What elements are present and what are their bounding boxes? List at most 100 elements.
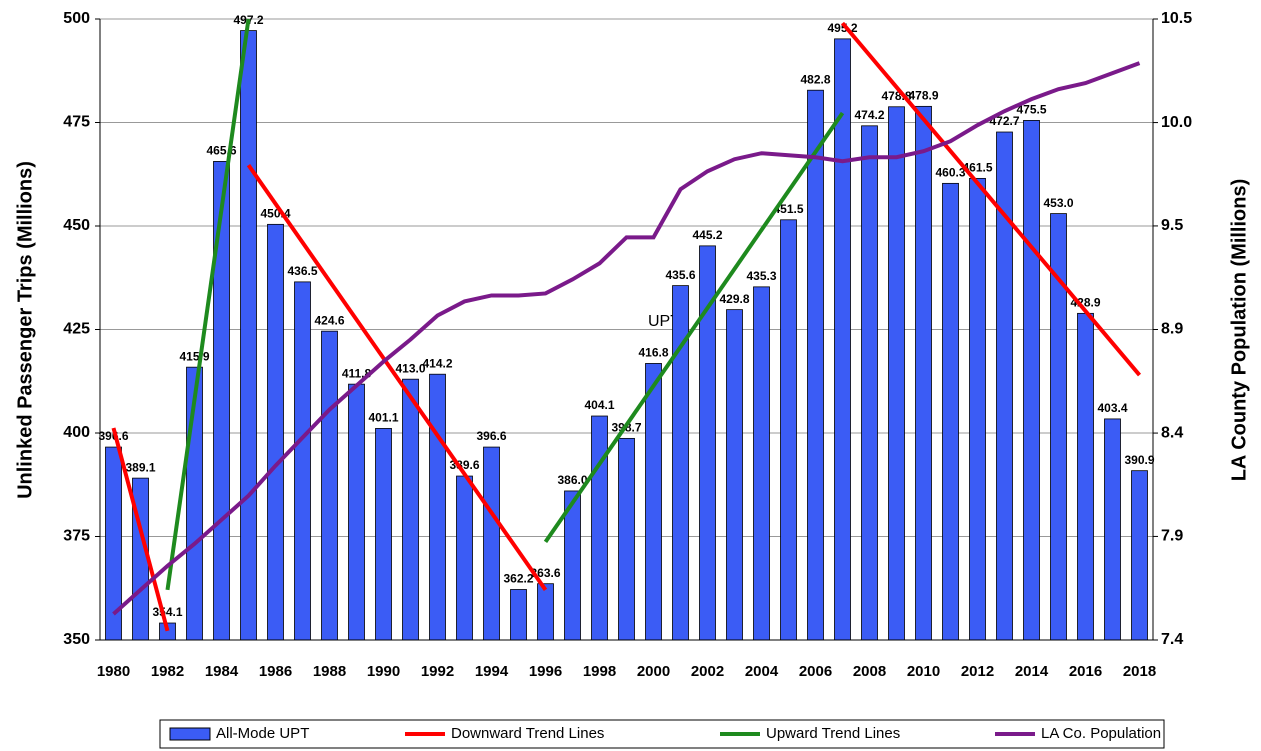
- x-tick-label: 2018: [1123, 663, 1156, 680]
- bar-value-label: 429.8: [719, 292, 749, 306]
- bar-value-label: 435.3: [746, 269, 776, 283]
- bar: [456, 475, 473, 641]
- bar-value-label: 435.6: [665, 268, 695, 282]
- x-tick-label: 1984: [205, 663, 239, 680]
- y2-tick-label: 8.4: [1161, 424, 1183, 441]
- bar-value-label: 362.2: [503, 572, 533, 586]
- x-tick-label: 2008: [853, 663, 886, 680]
- x-tick-label: 1990: [367, 663, 400, 680]
- bar-value-label: 424.6: [314, 313, 344, 327]
- bar-value-label: 354.1: [152, 605, 182, 619]
- x-tick-label: 1986: [259, 663, 292, 680]
- bar-value-label: 472.7: [989, 114, 1019, 128]
- x-tick-label: 1994: [475, 663, 509, 680]
- x-tick-label: 2014: [1015, 663, 1049, 680]
- bar-value-label: 390.9: [1124, 453, 1154, 467]
- bar: [780, 219, 797, 641]
- y2-tick-label: 10.0: [1161, 114, 1192, 131]
- line: [246, 163, 548, 592]
- bar-value-label: 453.0: [1043, 196, 1073, 210]
- bar: [294, 281, 311, 641]
- bar-value-label: 482.8: [800, 72, 830, 86]
- y-tick-label: 400: [63, 424, 90, 441]
- y2-tick-label: 8.9: [1161, 321, 1183, 338]
- bar-value-label: 478.8: [881, 89, 911, 103]
- bar: [915, 105, 932, 641]
- bar: [1077, 312, 1094, 641]
- y-tick-label: 350: [63, 631, 90, 648]
- x-tick-label: 1992: [421, 663, 454, 680]
- bar-value-label: 413.0: [395, 361, 425, 375]
- x-tick-label: 1980: [97, 663, 130, 680]
- bar: [969, 177, 986, 641]
- bar: [375, 428, 392, 641]
- line: [840, 21, 1142, 377]
- bar-value-label: 460.3: [935, 166, 965, 180]
- x-tick-label: 2004: [745, 663, 779, 680]
- bar: [618, 437, 635, 641]
- y-axis-label: Unlinked Passenger Trips (Millions): [14, 161, 36, 499]
- bar: [537, 583, 554, 641]
- y-tick-label: 500: [63, 10, 90, 27]
- bar: [888, 106, 905, 641]
- x-tick-label: 2010: [907, 663, 940, 680]
- legend-swatch: [169, 727, 211, 741]
- bar: [1104, 418, 1121, 641]
- bar: [1131, 470, 1148, 641]
- legend-label: Downward Trend Lines: [451, 725, 604, 742]
- legend-label: All-Mode UPT: [216, 725, 309, 742]
- x-tick-label: 1988: [313, 663, 346, 680]
- y-tick-label: 450: [63, 217, 90, 234]
- bar-value-label: 401.1: [368, 411, 398, 425]
- bar-value-label: 474.2: [854, 108, 884, 122]
- bar: [942, 182, 959, 641]
- x-tick-label: 1982: [151, 663, 184, 680]
- bar-value-label: 414.2: [422, 356, 452, 370]
- legend-label: Upward Trend Lines: [766, 725, 900, 742]
- bar-value-label: 475.5: [1016, 103, 1046, 117]
- y-tick-label: 475: [63, 114, 90, 131]
- bar: [321, 330, 338, 641]
- x-tick-label: 2012: [961, 663, 994, 680]
- bar-value-label: 389.1: [125, 460, 155, 474]
- bar: [429, 373, 446, 641]
- bar: [591, 415, 608, 641]
- bar: [1023, 120, 1040, 641]
- bar: [753, 286, 770, 641]
- bar: [240, 30, 257, 641]
- bar-value-label: 416.8: [638, 346, 668, 360]
- bar: [213, 161, 230, 641]
- legend-label: LA Co. Population: [1041, 725, 1161, 742]
- bar-value-label: 415.9: [179, 349, 209, 363]
- y2-tick-label: 7.4: [1161, 631, 1183, 648]
- bar: [645, 363, 662, 641]
- bar: [861, 125, 878, 641]
- x-tick-label: 2016: [1069, 663, 1102, 680]
- line: [165, 18, 251, 591]
- x-tick-label: 2000: [637, 663, 670, 680]
- y2-tick-label: 10.5: [1161, 10, 1192, 27]
- bar-value-label: 445.2: [692, 228, 722, 242]
- bar-value-label: 436.5: [287, 264, 317, 278]
- line: [112, 61, 1141, 616]
- line: [543, 111, 845, 544]
- y2-tick-label: 9.5: [1161, 217, 1183, 234]
- bar-value-label: 478.9: [908, 89, 938, 103]
- y-tick-label: 425: [63, 321, 90, 338]
- x-tick-label: 2006: [799, 663, 832, 680]
- bar: [510, 589, 527, 641]
- bar: [726, 309, 743, 641]
- bar-value-label: 403.4: [1097, 401, 1127, 415]
- bar-value-label: 451.5: [773, 202, 803, 216]
- bar-value-label: 461.5: [962, 161, 992, 175]
- x-tick-label: 2002: [691, 663, 724, 680]
- x-tick-label: 1996: [529, 663, 562, 680]
- line: [111, 427, 170, 632]
- y2-tick-label: 7.9: [1161, 528, 1183, 545]
- bar-value-label: 404.1: [584, 398, 614, 412]
- x-tick-label: 1998: [583, 663, 616, 680]
- bar-value-label: 396.6: [476, 429, 506, 443]
- bar-value-label: 428.9: [1070, 296, 1100, 310]
- bar: [402, 378, 419, 641]
